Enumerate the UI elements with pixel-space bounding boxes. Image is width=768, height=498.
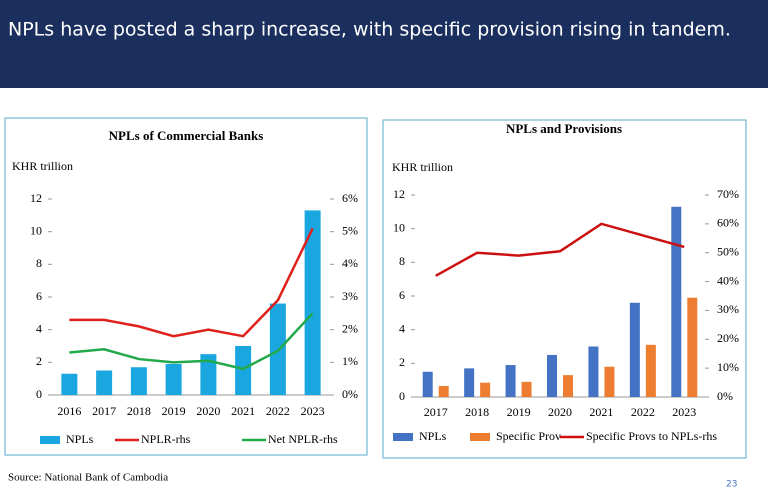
y-axis-label: KHR trillion bbox=[392, 160, 453, 174]
y-tick-label: 4 bbox=[399, 321, 405, 335]
line-series bbox=[69, 312, 314, 371]
y-tick-label: 6 bbox=[399, 288, 405, 302]
y-tick-label: 10 bbox=[30, 223, 42, 237]
legend-swatch bbox=[470, 433, 490, 441]
bar bbox=[438, 386, 449, 397]
bar bbox=[422, 371, 433, 397]
y-tick-label: 2 bbox=[399, 355, 405, 369]
chart-frame bbox=[4, 117, 368, 456]
y-tick-label: 2 bbox=[36, 354, 42, 368]
y2-tick-label: 6% bbox=[342, 191, 358, 205]
x-tick-label: 2017 bbox=[424, 405, 448, 419]
bar bbox=[304, 210, 321, 395]
bar bbox=[671, 206, 682, 397]
line-series bbox=[69, 227, 314, 338]
line-series bbox=[435, 222, 685, 277]
chart-title: NPLs of Commercial Banks bbox=[109, 128, 264, 143]
x-tick-label: 2017 bbox=[92, 404, 116, 418]
bar bbox=[645, 344, 656, 397]
y2-tick-label: 20% bbox=[717, 331, 739, 345]
x-tick-label: 2018 bbox=[465, 405, 489, 419]
x-tick-label: 2023 bbox=[301, 404, 325, 418]
legend-label: Specific Prov bbox=[496, 429, 561, 443]
y-tick-label: 6 bbox=[36, 289, 42, 303]
bar bbox=[563, 375, 573, 397]
y-axis-label: KHR trillion bbox=[12, 159, 73, 173]
bar bbox=[96, 370, 113, 395]
y-tick-label: 0 bbox=[36, 387, 42, 401]
x-tick-label: 2022 bbox=[266, 404, 290, 418]
bar bbox=[165, 363, 182, 395]
bar bbox=[61, 373, 78, 395]
x-tick-label: 2018 bbox=[127, 404, 151, 418]
y2-tick-label: 70% bbox=[717, 187, 739, 201]
bar bbox=[604, 366, 615, 397]
y2-tick-label: 10% bbox=[717, 360, 739, 374]
y2-tick-label: 4% bbox=[342, 256, 358, 270]
chart-frame bbox=[382, 119, 747, 459]
x-tick-label: 2020 bbox=[196, 404, 220, 418]
legend-swatch bbox=[40, 436, 60, 444]
legend-label: NPLR-rhs bbox=[141, 432, 191, 446]
y2-tick-label: 40% bbox=[717, 273, 739, 287]
y-tick-label: 12 bbox=[393, 187, 405, 201]
x-tick-label: 2019 bbox=[162, 404, 186, 418]
x-tick-label: 2019 bbox=[507, 405, 531, 419]
y2-tick-label: 0% bbox=[342, 387, 358, 401]
bar bbox=[547, 354, 557, 397]
y2-tick-label: 60% bbox=[717, 216, 739, 230]
x-tick-label: 2020 bbox=[548, 405, 572, 419]
y-tick-label: 8 bbox=[399, 254, 405, 268]
bar bbox=[235, 346, 252, 395]
bar bbox=[464, 368, 475, 397]
legend-label: NPLs bbox=[419, 429, 447, 443]
bar bbox=[687, 297, 698, 397]
x-tick-label: 2021 bbox=[589, 405, 613, 419]
bar bbox=[629, 302, 640, 397]
y-tick-label: 0 bbox=[399, 389, 405, 403]
y2-tick-label: 50% bbox=[717, 244, 739, 258]
bar bbox=[505, 365, 516, 397]
page-number: 23 bbox=[726, 480, 737, 490]
bar bbox=[588, 346, 599, 397]
x-tick-label: 2016 bbox=[57, 404, 81, 418]
bar bbox=[130, 367, 147, 395]
legend-label: Net NPLR-rhs bbox=[268, 432, 338, 446]
bar bbox=[480, 382, 491, 397]
y-tick-label: 12 bbox=[30, 191, 42, 205]
y2-tick-label: 5% bbox=[342, 223, 358, 237]
y-tick-label: 4 bbox=[36, 321, 42, 335]
y2-tick-label: 0% bbox=[717, 389, 733, 403]
x-tick-label: 2023 bbox=[672, 405, 696, 419]
y-tick-label: 10 bbox=[393, 220, 405, 234]
source-note: Source: National Bank of Cambodia bbox=[8, 472, 168, 484]
bar bbox=[521, 381, 532, 397]
legend-swatch bbox=[393, 433, 413, 441]
bar bbox=[200, 354, 217, 395]
legend-label: NPLs bbox=[66, 432, 94, 446]
header-band bbox=[0, 0, 768, 88]
y2-tick-label: 2% bbox=[342, 321, 358, 335]
y2-tick-label: 3% bbox=[342, 289, 358, 303]
slide-title: NPLs have posted a sharp increase, with … bbox=[8, 19, 731, 41]
legend-label: Specific Provs to NPLs-rhs bbox=[586, 429, 717, 443]
y-tick-label: 8 bbox=[36, 256, 42, 270]
x-tick-label: 2021 bbox=[231, 404, 255, 418]
y2-tick-label: 1% bbox=[342, 354, 358, 368]
chart-title: NPLs and Provisions bbox=[506, 121, 622, 136]
y2-tick-label: 30% bbox=[717, 302, 739, 316]
x-tick-label: 2022 bbox=[631, 405, 655, 419]
